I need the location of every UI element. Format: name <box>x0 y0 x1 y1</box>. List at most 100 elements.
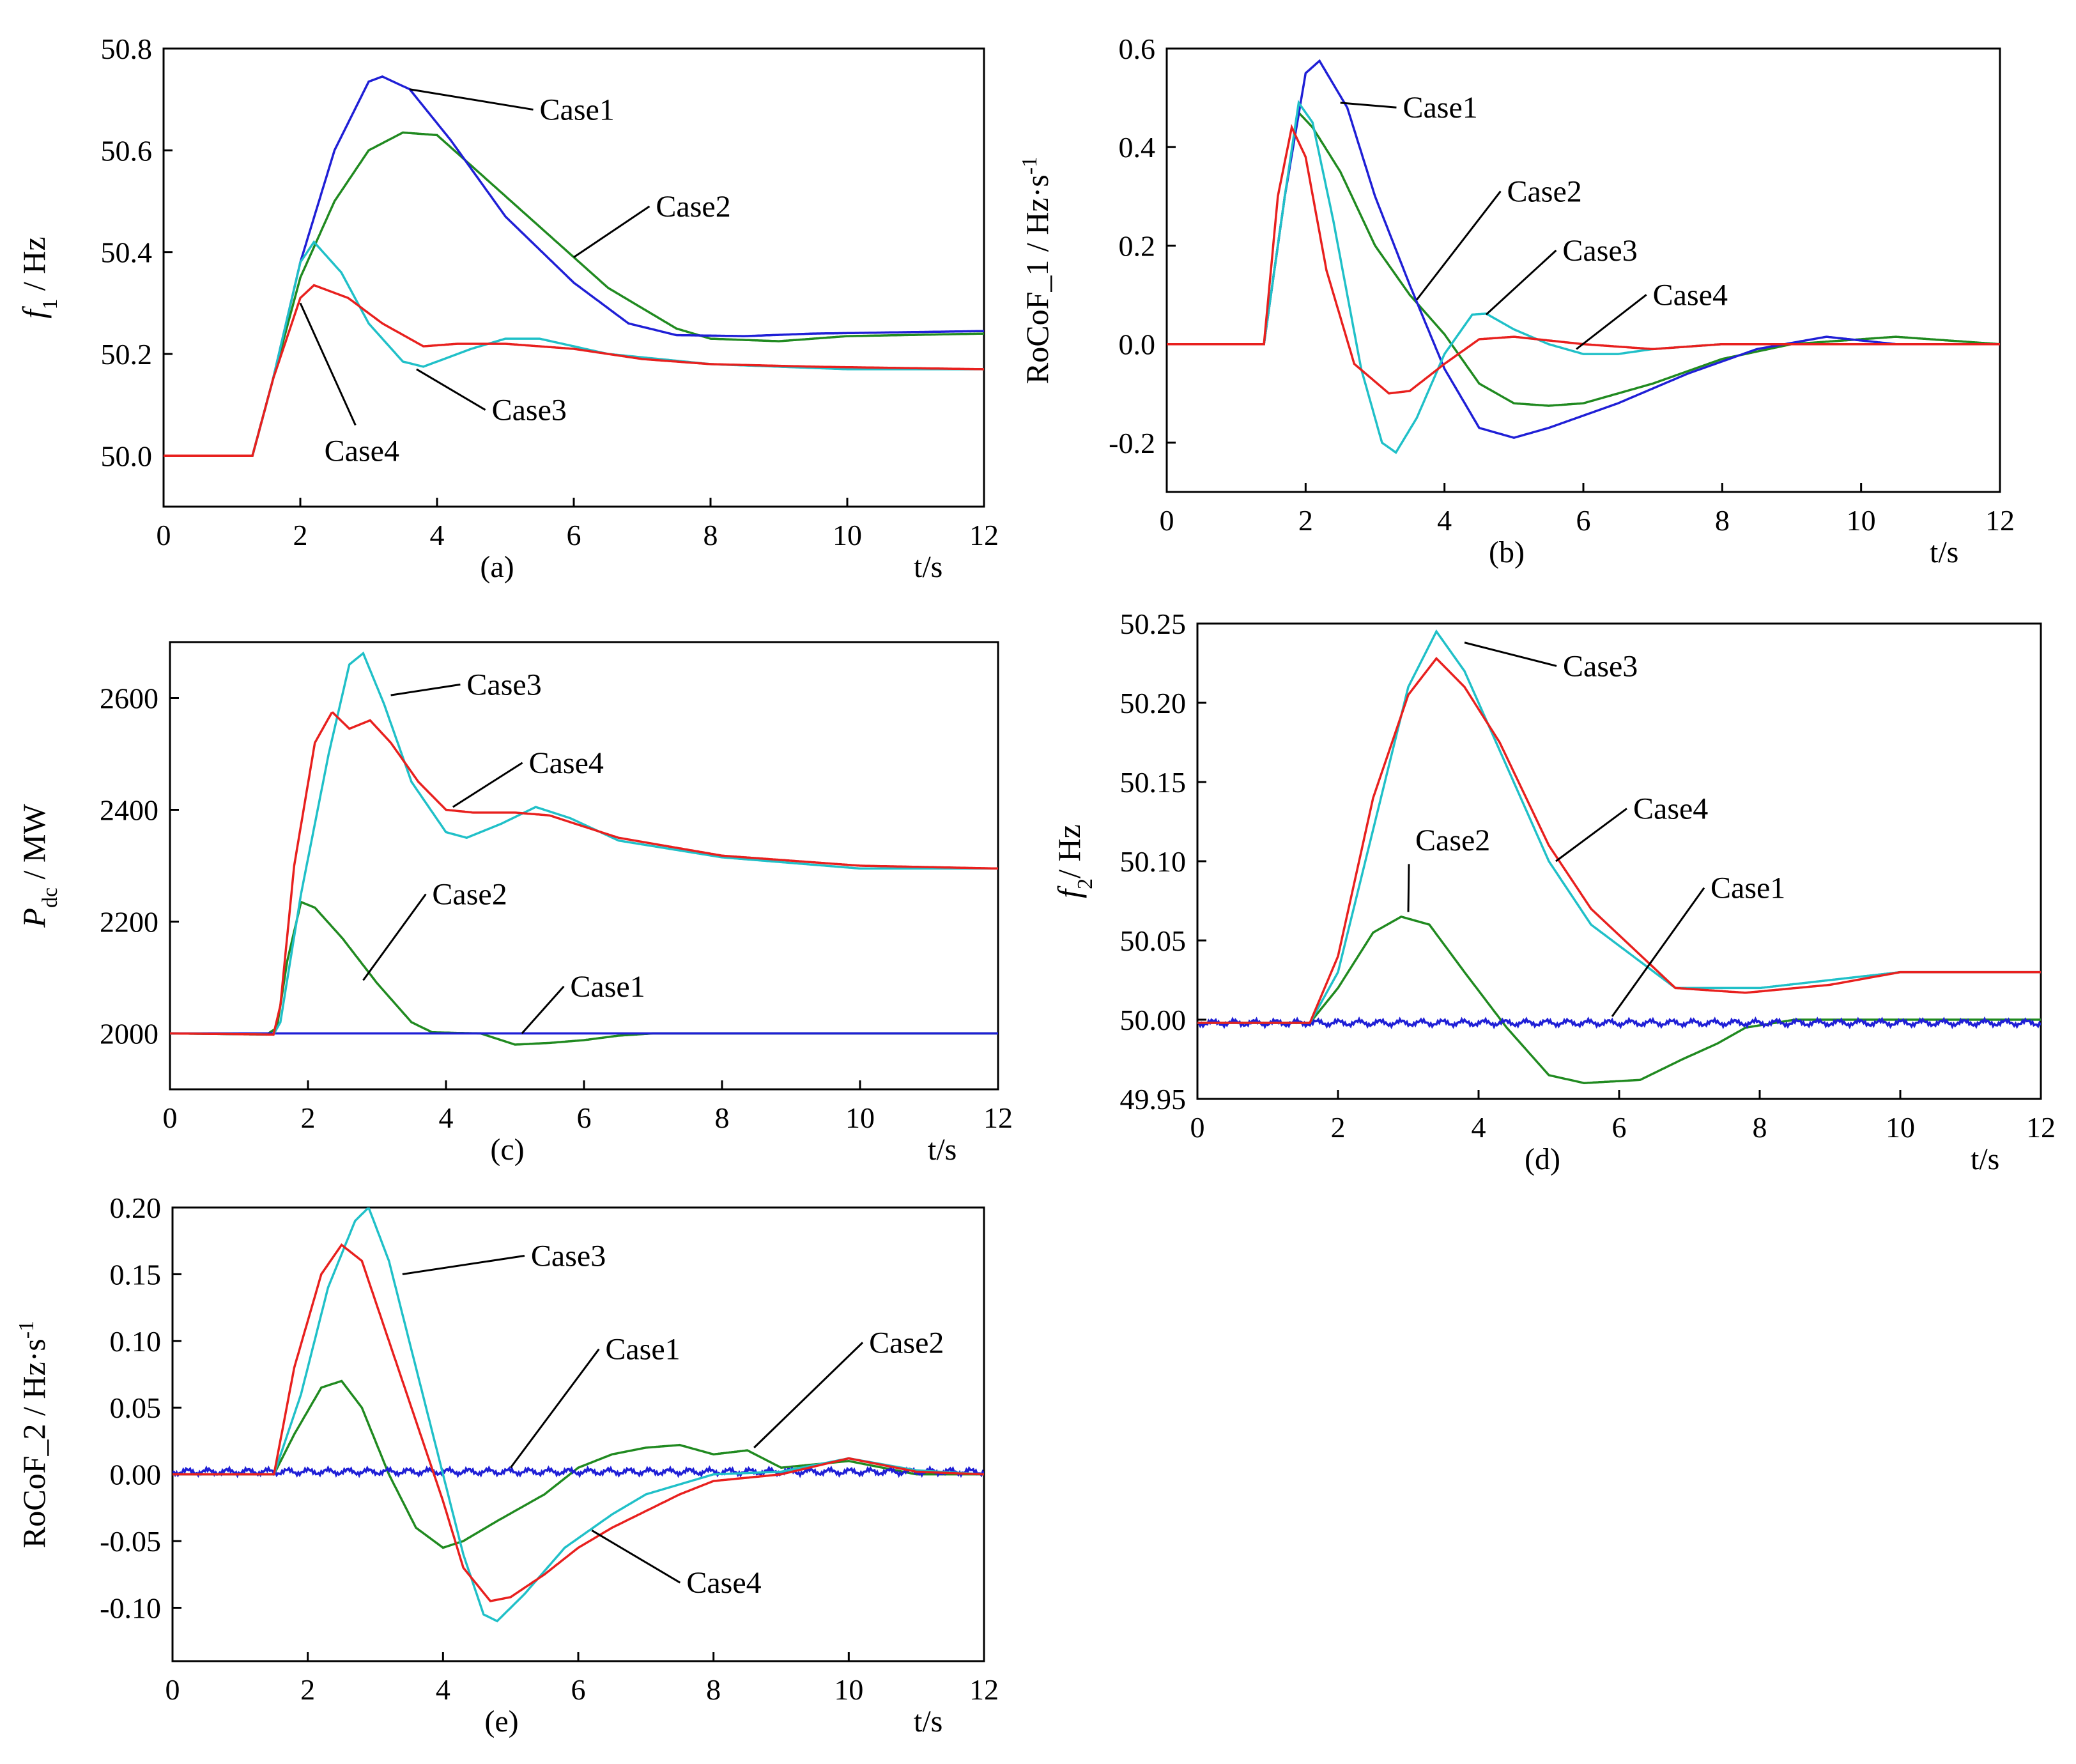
series-label: Case4 <box>529 746 604 780</box>
series-case3-line <box>1167 100 2000 454</box>
series-case1-line <box>1197 1016 2041 1030</box>
x-tick-label: 2 <box>300 1673 315 1706</box>
x-tick-label: 4 <box>430 519 445 551</box>
leader-line <box>753 1342 864 1448</box>
series-case2-line <box>1197 915 2041 1084</box>
y-tick-label: -0.05 <box>100 1525 161 1558</box>
series-label: Case1 <box>540 93 615 127</box>
series-case4-line <box>170 711 998 1036</box>
y-tick-label: 0.0 <box>1119 328 1156 361</box>
leader-line <box>1464 641 1557 667</box>
x-tick-label: 12 <box>969 1673 999 1706</box>
x-tick-label: 10 <box>845 1101 875 1134</box>
y-tick-label: 0.20 <box>110 1192 162 1224</box>
y-tick-label: -0.2 <box>1109 427 1155 459</box>
x-tick-label: 4 <box>436 1673 450 1706</box>
y-axis-label: Pdc / MW <box>16 804 62 928</box>
series-case1-line <box>164 75 984 457</box>
x-tick-label: 8 <box>715 1101 730 1134</box>
leader-line <box>1576 294 1647 350</box>
series-case3-line <box>170 651 998 1036</box>
y-tick-label: 50.05 <box>1120 924 1187 957</box>
chart-b: 0 2 4 6 8 10 12 -0.2 0.0 0.2 0.4 0.6 t/s (b) RoCoF_1 /… <box>1018 33 2015 569</box>
x-tick-label: 6 <box>1612 1111 1627 1144</box>
chart-e: 0 2 4 6 8 10 12 -0.10 -0.05 0.00 0.05 0.10 0.15 0.20 t… <box>15 1192 999 1738</box>
series-case1-line <box>1167 59 2000 440</box>
leader-line <box>416 368 486 411</box>
x-tick-label: 8 <box>704 519 718 551</box>
leader-line <box>1611 887 1705 1017</box>
y-axis-label-unit: / MW <box>16 804 52 887</box>
x-tick-label: 0 <box>1190 1111 1205 1144</box>
x-tick-label: 2 <box>301 1101 316 1134</box>
leader-line <box>1485 249 1557 316</box>
series-label: Case1 <box>1711 871 1785 905</box>
plot-frame <box>1165 47 2001 493</box>
leader-line <box>1340 102 1397 109</box>
series-label: Case4 <box>1633 792 1708 826</box>
series-case2-line <box>173 1379 984 1549</box>
subplot-label: (c) <box>490 1133 524 1167</box>
y-tick-label: 50.00 <box>1120 1004 1187 1036</box>
x-axis-unit: t/s <box>928 1133 957 1167</box>
y-tick-label: 0.15 <box>110 1258 162 1291</box>
chart-d: 0 2 4 6 8 10 12 49.95 50.00 50.05 50.10 50.15 50.20 5… <box>1051 608 2056 1176</box>
series-case2-line <box>1167 110 2000 407</box>
y-tick-label: 0.2 <box>1119 229 1156 262</box>
x-tick-label: 0 <box>165 1673 180 1706</box>
y-axis-label: RoCoF_2 / Hz·s-1 <box>15 1321 52 1548</box>
y-tick-label: 50.6 <box>101 134 153 167</box>
leader-line <box>452 762 523 808</box>
y-tick-label: 49.95 <box>1120 1083 1187 1116</box>
y-tick-label: 50.2 <box>101 338 153 371</box>
leader-line <box>299 302 357 426</box>
leader-line <box>509 1348 600 1469</box>
x-tick-label: 10 <box>1886 1111 1915 1144</box>
leader-line <box>362 893 427 981</box>
series-label: Case4 <box>1653 278 1728 312</box>
series-label: Case2 <box>1507 174 1581 208</box>
y-axis-label-main: P <box>16 908 52 928</box>
y-tick-label: 2000 <box>100 1018 158 1050</box>
y-axis-label-sup: -1 <box>1018 157 1042 174</box>
y-axis-label-sub: 1 <box>38 299 62 310</box>
series-label: Case4 <box>686 1566 761 1600</box>
y-axis-label: f2/ Hz <box>1051 824 1097 898</box>
y-axis-label-sub: dc <box>38 887 62 908</box>
x-tick-label: 2 <box>1331 1111 1346 1144</box>
x-tick-label: 4 <box>1437 504 1452 537</box>
subplot-label: (d) <box>1525 1142 1560 1176</box>
series-case3-line <box>164 240 984 457</box>
y-axis-label-sup: -1 <box>15 1321 38 1338</box>
y-tick-label: 2400 <box>100 794 158 827</box>
y-axis-label-sub: 2 <box>1073 878 1097 889</box>
series-label: Case1 <box>1403 91 1477 125</box>
y-tick-label: 0.6 <box>1119 33 1156 65</box>
y-tick-label: 0.10 <box>110 1325 162 1358</box>
x-tick-label: 0 <box>163 1101 178 1134</box>
y-axis-label-unit: / Hz <box>1051 824 1087 878</box>
y-tick-label: 0.05 <box>110 1392 162 1424</box>
y-tick-label: 50.0 <box>101 440 153 472</box>
x-tick-label: 2 <box>1298 504 1313 537</box>
leader-line <box>402 1255 525 1275</box>
y-tick-label: 0.4 <box>1119 131 1156 164</box>
y-tick-label: -0.10 <box>100 1591 161 1624</box>
y-tick-label: 2200 <box>100 906 158 939</box>
y-tick-label: 50.10 <box>1120 845 1187 878</box>
x-tick-label: 12 <box>969 519 999 551</box>
leader-line <box>521 985 565 1034</box>
series-label: Case3 <box>1563 649 1638 683</box>
leader-line <box>1555 808 1627 863</box>
x-axis-unit: t/s <box>914 1705 942 1738</box>
series-case4-line <box>173 1243 984 1602</box>
series-label: Case1 <box>605 1333 680 1367</box>
x-tick-label: 12 <box>1985 504 2015 537</box>
leader-line <box>390 683 461 696</box>
series-case3-line <box>1197 629 2041 1024</box>
x-tick-label: 12 <box>983 1101 1013 1134</box>
subplot-label: (b) <box>1489 535 1525 569</box>
y-tick-label: 0.00 <box>110 1459 162 1491</box>
y-tick-label: 50.20 <box>1120 687 1187 719</box>
